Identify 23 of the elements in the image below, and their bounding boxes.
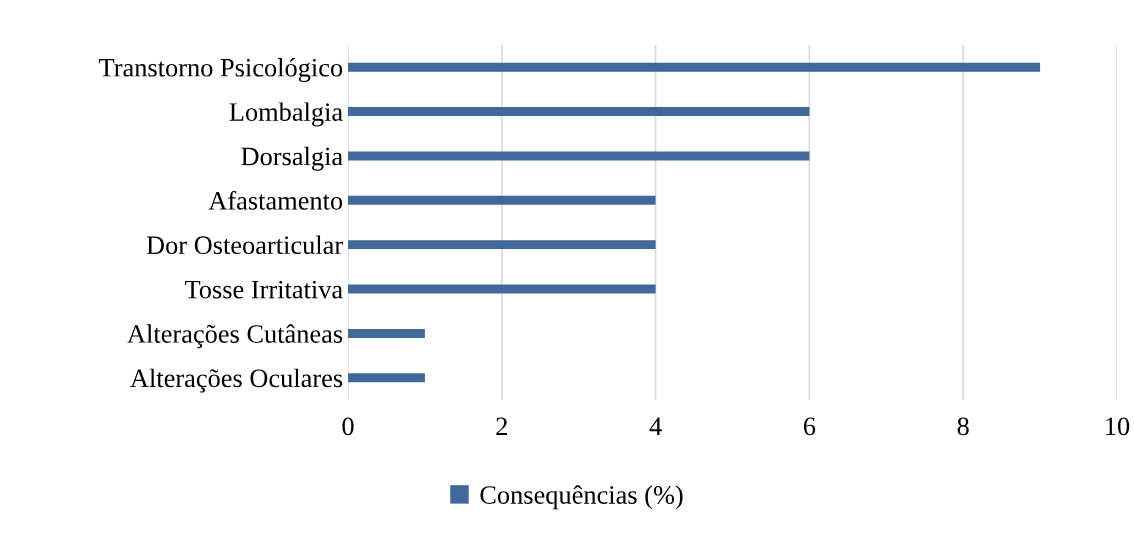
legend-label: Consequências (%) <box>480 485 683 510</box>
y-tick-label: Afastamento <box>208 190 343 210</box>
x-tick-label: 10 <box>1106 417 1130 436</box>
y-tick-label: Tosse Irritativa <box>184 280 343 299</box>
x-tick-label: 4 <box>649 417 662 435</box>
bar <box>348 195 656 205</box>
y-tick-label: Lombalgia <box>229 102 343 127</box>
x-tick-label: 6 <box>803 417 816 436</box>
x-tick-label: 2 <box>496 417 507 435</box>
x-tick-label: 0 <box>342 417 354 436</box>
bar <box>348 151 810 161</box>
bar <box>348 284 656 294</box>
y-tick-label: Dor Osteoarticular <box>146 235 343 255</box>
y-tick-label: Alterações Oculares <box>130 368 343 393</box>
y-tick-label: Alterações Cutâneas <box>127 324 343 349</box>
bar <box>348 62 1041 72</box>
bar <box>348 373 425 383</box>
y-tick-label: Dorsalgia <box>241 146 343 171</box>
bar <box>348 329 425 338</box>
y-tick-label: Transtorno Psicológico <box>99 58 343 83</box>
x-tick-label: 8 <box>957 417 969 436</box>
bar <box>348 107 810 116</box>
bar <box>348 240 656 250</box>
